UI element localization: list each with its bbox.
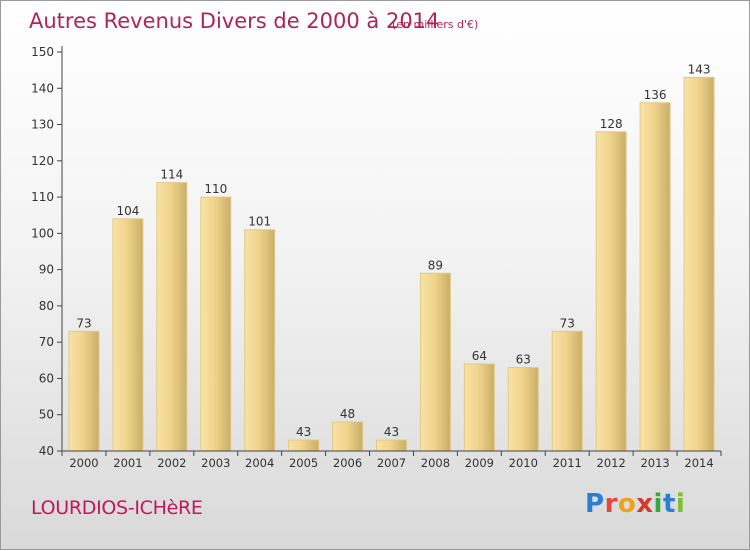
logo-letter: x	[636, 489, 654, 519]
bar	[68, 330, 100, 452]
bar-value-label: 104	[116, 204, 139, 218]
x-tick-label: 2012	[597, 456, 626, 470]
logo-letter: i	[675, 489, 686, 519]
y-tick-label: 100	[31, 226, 54, 240]
x-tick-label: 2004	[245, 456, 274, 470]
x-tick-label: 2007	[377, 456, 406, 470]
y-tick-label: 50	[39, 408, 54, 422]
y-tick-label: 70	[39, 335, 54, 349]
bar	[200, 196, 232, 452]
bar-value-label: 101	[248, 215, 271, 229]
bar	[332, 421, 364, 452]
logo-letter: o	[617, 489, 637, 519]
bar-value-label: 143	[688, 62, 711, 76]
y-tick-label: 130	[31, 118, 54, 132]
bar	[419, 272, 451, 452]
proxiti-logo[interactable]: Proxiti	[585, 489, 685, 519]
bar-value-label: 114	[160, 168, 183, 182]
y-tick-label: 120	[31, 154, 54, 168]
y-tick-label: 40	[39, 444, 54, 458]
bar-value-label: 73	[560, 316, 575, 330]
bar	[551, 330, 583, 452]
bar-value-label: 43	[384, 425, 399, 439]
bar-value-label: 48	[340, 407, 355, 421]
bar	[639, 102, 671, 452]
x-tick-label: 2000	[69, 456, 98, 470]
chart-title: Autres Revenus Divers de 2000 à 2014	[29, 9, 440, 33]
y-tick-label: 60	[39, 371, 54, 385]
bar-value-label: 64	[472, 349, 487, 363]
x-tick-label: 2009	[465, 456, 494, 470]
bar-value-label: 89	[428, 258, 443, 272]
y-tick-label: 90	[39, 263, 54, 277]
x-tick-label: 2005	[289, 456, 318, 470]
bar	[507, 367, 539, 452]
bar	[288, 439, 320, 452]
y-tick-label: 150	[31, 45, 54, 59]
x-tick-label: 2014	[684, 456, 713, 470]
x-tick-label: 2010	[509, 456, 538, 470]
bar-value-label: 73	[76, 316, 91, 330]
logo-letter: r	[604, 489, 618, 519]
bar	[463, 363, 495, 452]
x-tick-label: 2013	[640, 456, 669, 470]
bar-value-label: 128	[600, 117, 623, 131]
bar	[156, 182, 188, 452]
x-tick-label: 2001	[113, 456, 142, 470]
logo-letter: t	[662, 489, 676, 519]
bar-value-label: 110	[204, 182, 227, 196]
chart-subtitle: (en milliers d'€)	[392, 18, 479, 31]
commune-name: LOURDIOS-ICHèRE	[31, 497, 203, 519]
bar	[376, 439, 407, 452]
bar	[112, 218, 144, 452]
y-tick-label: 110	[31, 190, 54, 204]
bar	[244, 229, 276, 452]
y-tick-label: 140	[31, 81, 54, 95]
x-tick-label: 2011	[553, 456, 582, 470]
x-tick-label: 2003	[201, 456, 230, 470]
x-tick-label: 2002	[157, 456, 186, 470]
bar-value-label: 136	[644, 88, 667, 102]
bar	[595, 131, 627, 452]
logo-letter: i	[653, 489, 663, 519]
logo-letter: P	[585, 489, 605, 519]
y-tick-label: 80	[39, 299, 54, 313]
x-tick-label: 2006	[333, 456, 362, 470]
bar	[683, 76, 715, 452]
x-tick-label: 2008	[421, 456, 450, 470]
bar-value-label: 63	[516, 353, 531, 367]
bar-value-label: 43	[296, 425, 311, 439]
